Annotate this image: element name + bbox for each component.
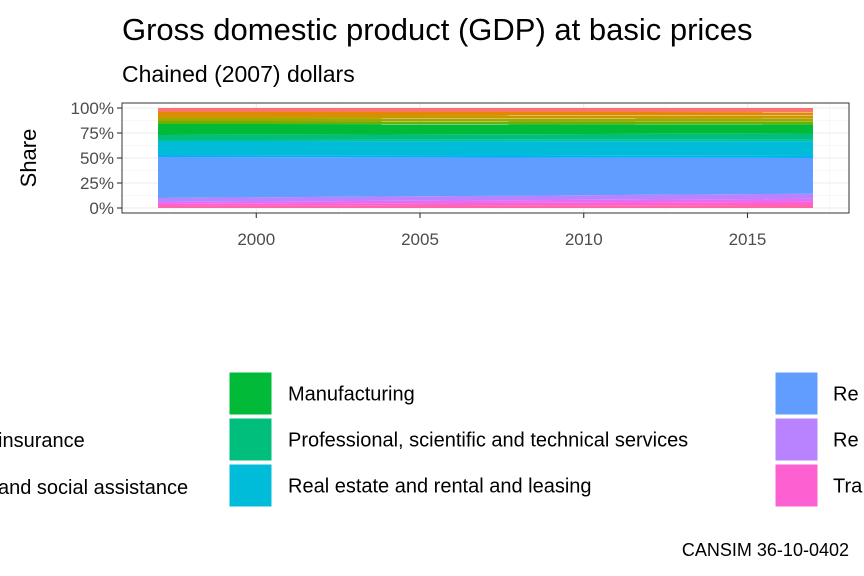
x-tick-label: 2010: [565, 230, 603, 249]
area-series-5: [158, 124, 813, 135]
y-tick-label: 100%: [71, 99, 114, 118]
x-axis: 2000 2005 2010 2015: [237, 213, 766, 249]
plot-areas: [158, 108, 813, 208]
chart-title: Gross domestic product (GDP) at basic pr…: [122, 12, 753, 47]
area-series-4: [158, 121, 813, 125]
area-series-12: [158, 198, 813, 204]
y-tick-label: 75%: [80, 124, 114, 143]
area-series-14: [158, 204, 813, 208]
legend-key-10: [774, 371, 819, 416]
legend-label-10: Re: [833, 384, 859, 406]
chart-subtitle: Chained (2007) dollars: [122, 61, 355, 87]
legend-label-5: Manufacturing: [288, 384, 415, 406]
legend-label-insurance: insurance: [0, 430, 85, 452]
legend-key-8: [228, 463, 273, 508]
area-series-3: [158, 118, 813, 122]
y-tick-label: 0%: [89, 199, 114, 218]
chart-caption: CANSIM 36-10-0402: [682, 540, 849, 560]
x-tick-label: 2015: [729, 230, 767, 249]
area-series-1: [158, 112, 813, 116]
legend-label-13: Tra: [833, 476, 863, 498]
area-series-6: [158, 133, 813, 140]
area-series-7: [158, 139, 813, 142]
area-series-11: [158, 193, 813, 202]
x-tick-label: 2000: [237, 230, 275, 249]
legend-label-8: Real estate and rental and leasing: [288, 476, 592, 498]
legend-label-11: Re: [833, 430, 859, 452]
legend: insurance and social assistance Manufact…: [0, 371, 863, 508]
y-tick-label: 50%: [80, 149, 114, 168]
y-axis-label: Share: [16, 129, 41, 188]
area-series-13: [158, 201, 813, 206]
area-series-2: [158, 115, 813, 119]
legend-key-13: [774, 463, 819, 508]
legend-label-social-assistance: and social assistance: [0, 477, 188, 499]
y-axis: 0% 25% 50% 75% 100%: [71, 99, 122, 218]
area-series-8: [158, 141, 813, 156]
legend-key-5: [228, 371, 273, 416]
y-tick-label: 25%: [80, 174, 114, 193]
area-series-0: [158, 108, 813, 113]
area-series-10: [158, 157, 813, 198]
legend-key-11: [774, 417, 819, 462]
legend-key-6: [228, 417, 273, 462]
x-tick-label: 2005: [401, 230, 439, 249]
legend-label-6: Professional, scientific and technical s…: [288, 430, 688, 452]
area-series-9: [158, 155, 813, 158]
